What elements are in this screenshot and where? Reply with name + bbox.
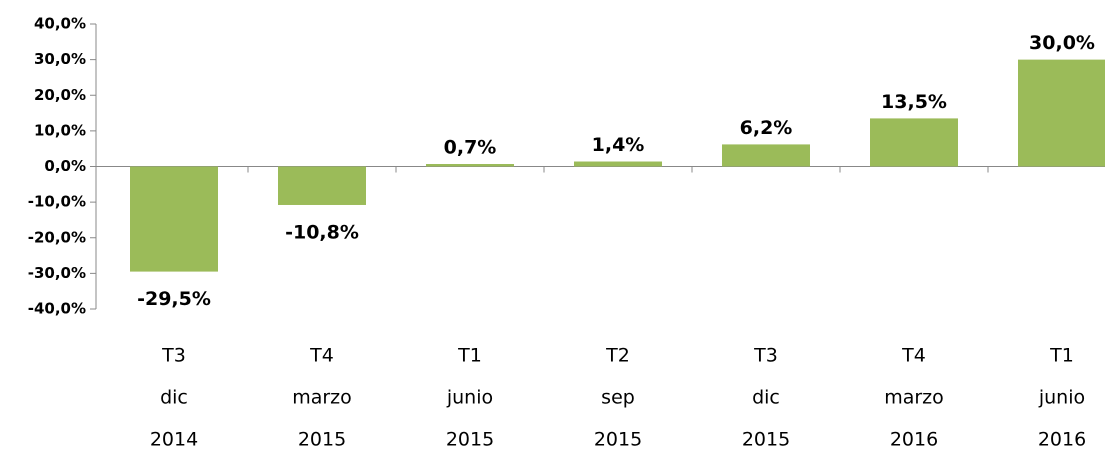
bar [722,144,810,167]
x-tick-label: 2016 [890,429,938,449]
bar [130,166,218,272]
x-tick-label: T4 [309,345,334,367]
value-label: 0,7% [444,137,497,159]
x-tick-label: 2014 [150,429,198,449]
y-tick-label: 30,0% [34,50,86,68]
y-tick-label: 20,0% [34,86,86,104]
x-tick-label: dic [752,387,780,409]
x-tick-label: 2016 [1038,429,1086,449]
y-tick-label: 40,0% [34,15,86,33]
y-tick-label: -10,0% [28,193,86,211]
y-tick-label: -40,0% [28,300,86,318]
y-tick-label: -20,0% [28,228,86,246]
value-label: 6,2% [740,117,793,139]
x-tick-label: 2015 [742,429,790,449]
y-tick-label: -30,0% [28,264,86,282]
x-tick-label: marzo [884,387,944,409]
x-tick-label: dic [160,387,188,409]
y-tick-label: 10,0% [34,121,86,139]
value-label: 30,0% [1029,32,1095,54]
x-tick-label: 2015 [446,429,494,449]
x-tick-label: T1 [457,345,482,367]
x-tick-label: T3 [753,345,778,367]
bar [574,161,662,167]
x-tick-label: junio [446,387,493,409]
bar [870,118,958,167]
x-tick-label: marzo [292,387,352,409]
x-tick-label: sep [601,387,635,409]
x-tick-label: junio [1038,387,1085,409]
bar [1018,59,1105,167]
x-tick-label: T2 [605,345,630,367]
bar [426,164,514,167]
x-tick-label: 2015 [298,429,346,449]
value-label: 1,4% [592,134,645,156]
bar [278,166,366,205]
value-label: -29,5% [137,288,211,310]
x-tick-label: T4 [901,345,926,367]
x-tick-label: 2015 [594,429,642,449]
x-tick-label: T3 [161,345,186,367]
value-label: -10,8% [285,221,359,243]
y-tick-label: 0,0% [44,157,86,175]
x-tick-label: T1 [1049,345,1074,367]
value-label: 13,5% [881,91,947,113]
